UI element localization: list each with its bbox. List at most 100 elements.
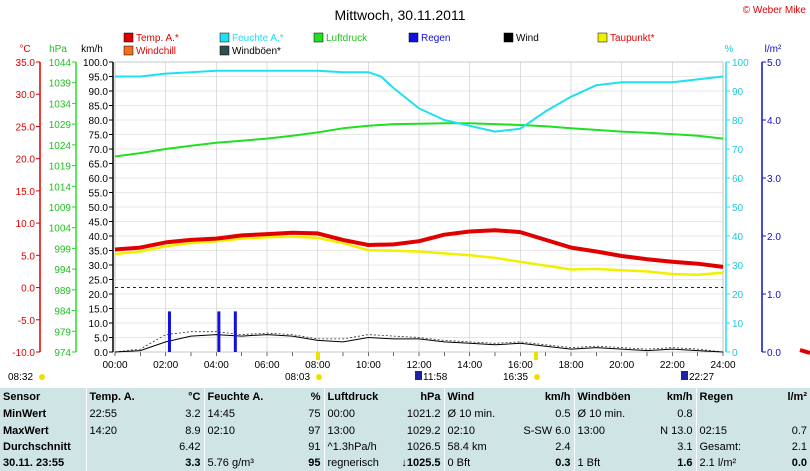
rain-bar [167, 311, 171, 352]
series-tempa-line [114, 228, 724, 269]
stats-cell: 02:15 [695, 422, 764, 439]
speed_kmh-tick-label: 20.0 [89, 290, 109, 301]
temp_c-tick-label: 35.0 [16, 58, 36, 69]
stats-cell: 0.7 [791, 424, 807, 437]
stats-cell [203, 438, 266, 455]
stats-row: Durchschnitt 6.42 91 ^1.3hPa/h 1026.5 58.4 km… [0, 438, 810, 455]
stats-header-cell: Temp. A. [85, 388, 146, 407]
series-feuchtea-line [115, 69, 724, 133]
stats-header-cell: l/m² [787, 391, 807, 404]
stats-cell: 75 [308, 408, 321, 421]
stats-cell: ↓1025.5 [401, 456, 441, 469]
stats-cell: 6.42 [179, 440, 201, 453]
stats-cell: 1029.2 [406, 424, 441, 437]
speed_kmh-tick-label: 15.0 [89, 305, 109, 316]
pressure_hpa-tick-label: 1009 [49, 203, 72, 214]
speed_kmh-tick-label: 30.0 [89, 261, 109, 272]
legend-label: Feuchte A.* [232, 33, 284, 44]
stats-cell [573, 438, 636, 455]
pressure_hpa-tick-label: 1034 [49, 99, 72, 110]
series-luftdruck-line [114, 122, 724, 158]
stats-header-row: Sensor Temp. A. °C Feuchte A.% Luftdruck hPa W… [0, 388, 810, 407]
legend-label: Windchill [136, 46, 176, 57]
chart-axes: 00:00 02:00 04:00 06:00 08:00 10:00 12:00 14:00… [12, 58, 781, 371]
x-tick-label: 16:00 [508, 360, 533, 371]
stats-cell: 14:20 [85, 422, 146, 439]
legend-swatch [219, 45, 230, 56]
stats-cell: 3.1 [677, 440, 693, 453]
pressure_hpa-tick-label: 979 [54, 327, 71, 338]
rain_lm2-tick-label: 3.0 [767, 174, 781, 185]
sunset-icon [534, 374, 540, 380]
stats-cell: 3.2 [185, 408, 201, 421]
stats-cell: 0.8 [677, 408, 693, 421]
stats-cell: 13:00 [323, 422, 386, 439]
chart-title: Mittwoch, 30.11.2011 [334, 7, 465, 23]
legend-swatch [597, 32, 608, 43]
stats-cell: MaxWert [3, 424, 49, 437]
rain_lm2-tick-label: 0.0 [767, 348, 781, 359]
stats-cell: regnerisch [323, 454, 386, 471]
legend-swatch [313, 32, 324, 43]
sunrise-icon [39, 374, 45, 380]
stats-cell: 5.76 g/m³ [203, 454, 266, 471]
speed_kmh-tick-label: 0.0 [94, 348, 108, 359]
speed_kmh-tick-label: 25.0 [89, 276, 109, 287]
pressure_hpa-tick-label: 984 [54, 307, 71, 318]
legend-swatch [219, 32, 230, 43]
speed_kmh-tick-label: 75.0 [89, 131, 109, 142]
pressure_hpa-tick-label: 1039 [49, 79, 72, 90]
rain_lm2-tick-label: 2.0 [767, 232, 781, 243]
x-tick-label: 24:00 [710, 360, 735, 371]
hpa-unit-label: hPa [49, 44, 67, 55]
stats-cell: 02:10 [443, 422, 510, 439]
speed_kmh-tick-label: 10.0 [89, 319, 109, 330]
pressure_hpa-tick-label: 1044 [49, 58, 72, 69]
stats-cell: Gesamt: [695, 438, 764, 455]
humidity_pct-tick-label: 70 [732, 145, 744, 156]
stats-cell: 13:00 [573, 422, 636, 439]
stats-cell: Durchschnitt [3, 440, 71, 453]
stats-cell: S-SW 6.0 [523, 424, 571, 437]
temp_c-tick-label: 5.0 [21, 251, 35, 262]
statistics-table: Sensor Temp. A. °C Feuchte A.% Luftdruck hPa W… [0, 388, 810, 471]
stats-cell: Ø 10 min. [573, 406, 636, 423]
chart-marks [114, 69, 810, 355]
pressure_hpa-tick-label: 1024 [49, 141, 72, 152]
stats-cell: 91 [308, 440, 321, 453]
stats-header-cell: Luftdruck [323, 388, 386, 407]
humidity_pct-tick-label: 100 [732, 58, 749, 69]
pressure_hpa-tick-label: 974 [54, 348, 71, 359]
humidity_pct-tick-label: 0 [732, 348, 738, 359]
chart-grid [114, 61, 724, 353]
speed_kmh-tick-label: 100.0 [83, 58, 108, 69]
stats-cell [695, 406, 764, 423]
stats-cell: 2.1 l/m² [695, 454, 764, 471]
stats-header-cell: Wind [443, 388, 510, 407]
stats-cell: N 13.0 [660, 424, 693, 437]
stats-row: MinWert 22:55 3.2 14:45 75 00:00 1021.2 Ø 10 mi… [0, 406, 810, 423]
temp-series-overflow-mark [799, 348, 810, 355]
speed_kmh-tick-label: 35.0 [89, 247, 109, 258]
kmh-unit-label: km/h [81, 44, 103, 55]
stats-cell: 2.1 [791, 440, 807, 453]
event-markers: 08:32 08:03 11:58 16:35 22:27 [8, 352, 714, 383]
stats-cell: 14:45 [203, 406, 266, 423]
stats-header-cell: Regen [695, 388, 764, 407]
stats-cell: 30.11. 23:55 [3, 456, 65, 469]
humidity_pct-tick-label: 50 [732, 203, 744, 214]
stats-cell: 0.0 [791, 456, 807, 469]
rain_lm2-tick-label: 4.0 [767, 116, 781, 127]
event-time-label: 11:58 [423, 372, 448, 383]
stats-cell: 8.9 [185, 424, 201, 437]
event-time-label: 16:35 [503, 372, 528, 383]
rain-bar [233, 311, 237, 352]
stats-cell [85, 438, 146, 455]
speed_kmh-tick-label: 80.0 [89, 116, 109, 127]
moon-icon [681, 371, 688, 380]
x-tick-label: 14:00 [457, 360, 482, 371]
stats-header-cell: km/h [544, 391, 571, 404]
stats-cell: 97 [308, 424, 321, 437]
stats-cell: ^1.3hPa/h [323, 438, 386, 455]
pressure_hpa-tick-label: 999 [54, 244, 71, 255]
